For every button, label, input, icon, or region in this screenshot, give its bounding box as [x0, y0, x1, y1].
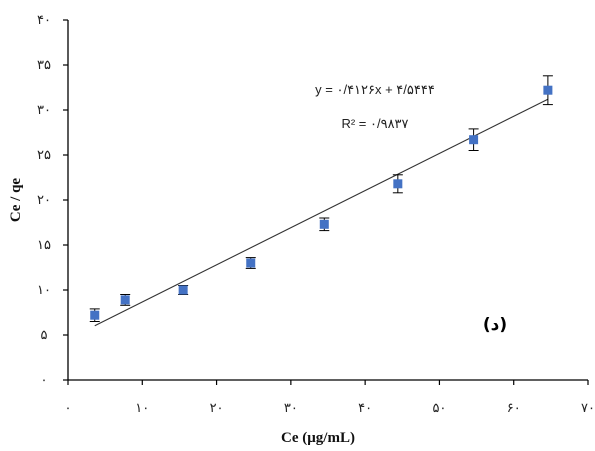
data-point [469, 135, 479, 145]
x-tick-label: ۶۰ [507, 400, 521, 415]
data-point [393, 179, 403, 189]
x-axis-title: Ce (μg/mL) [281, 430, 355, 446]
y-tick-label: ۳۵ [37, 57, 51, 72]
data-point [90, 310, 100, 320]
x-tick-label: ۷۰ [581, 400, 595, 415]
y-tick-label: ۱۵ [37, 237, 51, 252]
axes [67, 20, 588, 381]
data-point [319, 219, 329, 229]
fit-line-group [94, 98, 549, 327]
x-tick-label: ۳۰ [284, 400, 298, 415]
regression-equation: y = ۰/۴۱۲۶x + ۴/۵۴۴۴ [315, 82, 435, 97]
y-tick-label: ۲۵ [37, 147, 51, 162]
y-tick-label: ۵ [41, 327, 48, 342]
data-points [89, 75, 553, 322]
x-tick-label: ۱۰ [135, 400, 149, 415]
y-axis-title: Ce / qe [8, 178, 24, 223]
x-tick-label: ۲۰ [210, 400, 224, 415]
r-squared: R² = ۰/۹۸۳۷ [341, 116, 408, 131]
data-point [543, 85, 553, 95]
data-point [120, 295, 130, 305]
data-point [246, 258, 256, 268]
x-tick-label: ۵۰ [432, 400, 446, 415]
y-tick-label: ۰ [41, 372, 48, 387]
x-ticks: ۰ ۱۰ ۲۰ ۳۰ ۴۰ ۵۰ ۶۰ ۷۰ [65, 380, 595, 415]
fit-line [94, 98, 549, 327]
y-tick-label: ۴۰ [37, 12, 51, 27]
panel-label: (د) [483, 315, 507, 335]
y-tick-label: ۲۰ [37, 192, 51, 207]
x-tick-label: ۰ [65, 400, 72, 415]
x-tick-label: ۴۰ [358, 400, 372, 415]
y-tick-label: ۳۰ [37, 102, 51, 117]
y-ticks: ۰ ۵ ۱۰ ۱۵ ۲۰ ۲۵ ۳۰ ۳۵ ۴۰ [37, 12, 68, 387]
data-point [178, 285, 188, 295]
y-tick-label: ۱۰ [37, 282, 51, 297]
